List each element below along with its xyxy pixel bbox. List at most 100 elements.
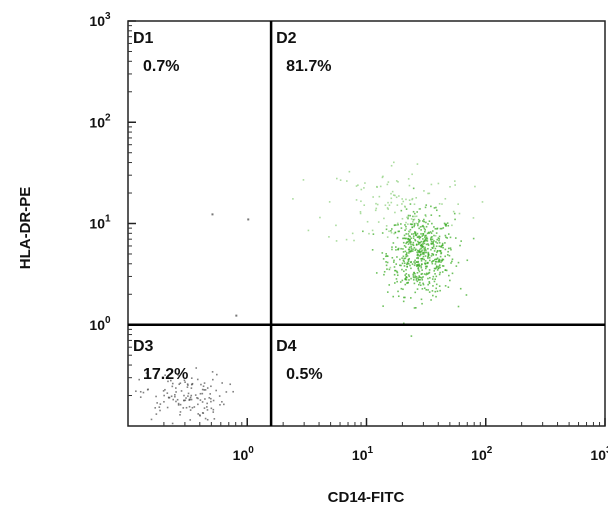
scatter-point [422,220,424,222]
scatter-point [388,268,391,271]
scatter-point [438,202,441,205]
scatter-point [404,250,407,253]
scatter-point [398,195,400,197]
scatter-point [459,244,461,247]
scatter-point [179,414,181,416]
scatter-point [434,234,437,237]
scatter-point [408,235,410,237]
scatter-point [457,261,460,264]
scatter-point [182,407,185,409]
scatter-point [436,238,439,241]
scatter-point [420,265,422,267]
scatter-point [394,194,396,197]
scatter-point [398,230,401,233]
scatter-point [435,260,437,263]
scatter-point [413,282,416,285]
scatter-point [444,242,446,244]
scatter-point [414,232,416,235]
scatter-point [201,392,204,395]
scatter-point [415,215,418,218]
scatter-point [409,235,411,238]
scatter-point [418,208,421,210]
x-axis-title: CD14-FITC [328,489,405,506]
scatter-point [175,400,177,403]
scatter-point [410,261,412,264]
scatter-point [163,394,165,397]
scatter-point [457,203,459,205]
scatter-point [403,244,406,247]
scatter-point [422,240,425,243]
scatter-point [353,239,355,242]
scatter-point [424,260,427,262]
scatter-point [454,237,457,239]
scatter-point [414,275,417,277]
scatter-point [155,413,158,415]
scatter-point [437,237,440,239]
scatter-point [406,255,409,257]
scatter-point [403,205,406,208]
scatter-point [438,273,441,276]
scatter-point [412,248,414,251]
scatter-point [167,396,170,399]
scatter-point [405,253,407,256]
x-tick-label: 101 [352,445,374,463]
quadrant-d3-label: D3 [133,338,154,355]
scatter-point [390,164,393,167]
scatter-point [372,233,375,235]
scatter-point [419,276,422,279]
scatter-point [374,209,377,212]
scatter-point [408,250,411,253]
scatter-point [427,255,429,258]
scatter-point [200,383,202,386]
scatter-point [145,372,148,374]
scatter-point [427,283,429,286]
scatter-point [417,279,420,281]
scatter-point [414,259,416,262]
axis-ticks: 100 101 102 103 100 101 102 103 [89,11,608,463]
scatter-point [426,265,428,268]
scatter-point [413,271,415,274]
scatter-point [406,276,408,279]
scatter-point [425,243,428,246]
scatter-point [180,390,183,392]
scatter-point [425,249,427,252]
scatter-point [433,226,435,228]
scatter-point [407,233,410,235]
scatter-point [212,378,214,381]
scatter-point [440,245,443,247]
scatter-point [138,378,140,381]
scatter-point [410,247,413,250]
scatter-point [422,276,424,278]
scatter-point [433,250,436,252]
scatter-point [392,242,395,244]
scatter-point [401,217,404,220]
scatter-point [431,261,433,263]
scatter-point [194,394,197,396]
scatter-point [436,266,438,268]
scatter-point [235,314,238,317]
scatter-point [413,261,415,263]
scatter-point [401,262,404,265]
scatter-point [174,394,176,396]
scatter-point [455,265,458,267]
scatter-point [368,232,370,235]
scatter-point [444,197,447,200]
scatter-point [405,242,407,245]
scatter-point [417,223,419,225]
scatter-point [415,277,418,280]
scatter-point [407,178,410,180]
scatter-point [328,201,331,203]
scatter-point [450,248,452,251]
scatter-point [450,262,452,264]
scatter-point [203,407,206,409]
scatter-point [410,267,412,270]
scatter-point [441,259,443,262]
scatter-point [135,390,137,393]
scatter-point [439,227,442,230]
quadrant-d2-percent: 81.7% [286,58,331,75]
scatter-point [409,250,412,253]
scatter-point [178,383,181,386]
scatter-point [187,395,189,397]
scatter-point [435,287,438,290]
scatter-point [394,231,397,234]
